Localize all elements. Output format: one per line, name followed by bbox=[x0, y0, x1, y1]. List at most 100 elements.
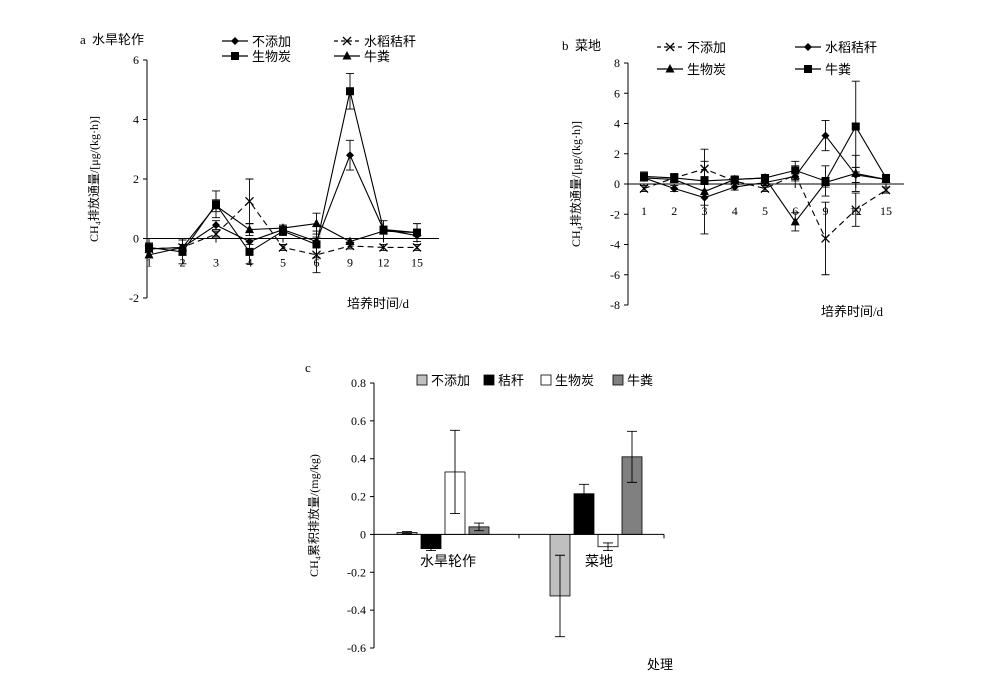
panel-a-x-tick-label: 1 bbox=[146, 256, 152, 270]
panel-a-legend-label-0: 不添加 bbox=[252, 34, 291, 49]
panel-c-y-tick-label: -0.6 bbox=[347, 641, 366, 655]
panel-b-y-tick-label: 6 bbox=[614, 86, 620, 100]
panel-a-x-tick-label: 9 bbox=[347, 256, 353, 270]
panel-b-y-tick-label: 2 bbox=[614, 147, 620, 161]
panel-b-data-point-3 bbox=[700, 176, 709, 185]
panel-a-x-tick-label: 5 bbox=[280, 256, 286, 270]
panel-a-data-point-1 bbox=[245, 196, 254, 206]
panel-a-data-point-1 bbox=[379, 242, 388, 252]
panel-b-y-tick-label: -4 bbox=[610, 238, 620, 252]
panel-a-title: 水旱轮作 bbox=[92, 32, 144, 47]
panel-a-legend-label-2: 生物炭 bbox=[252, 49, 291, 64]
panel-a-data-point-3 bbox=[178, 242, 187, 251]
panel-b-legend-marker-0 bbox=[665, 42, 675, 52]
panel-a-y-tick-label: 2 bbox=[133, 172, 139, 186]
panel-c-error-bar bbox=[426, 546, 436, 551]
panel-b-x-tick-label: 1 bbox=[641, 204, 647, 218]
panel-b-legend-marker-3 bbox=[804, 65, 812, 73]
panel-a-legend-marker-3 bbox=[342, 51, 352, 60]
panel-a-data-point-1 bbox=[211, 229, 221, 239]
panel-b-x-tick-label: 2 bbox=[671, 204, 677, 218]
panel-b-data-point-1 bbox=[821, 131, 830, 140]
panel-a-y-tick-label: 4 bbox=[133, 113, 139, 127]
panel-a-y-tick-label: -2 bbox=[129, 291, 139, 305]
panel-b-y-tick-label: -8 bbox=[610, 298, 620, 312]
panel-c-legend-label-1: 秸秆 bbox=[498, 373, 524, 388]
panel-b-title: 菜地 bbox=[575, 38, 601, 53]
panel-b-y-axis-title: CH₄排放通量/[μg/(kg·h)] bbox=[568, 121, 583, 247]
panel-a-x-axis-title: 培养时间/d bbox=[347, 296, 410, 311]
panel-b-legend-marker-1 bbox=[804, 43, 812, 51]
panel-b-y-tick-label: 8 bbox=[614, 56, 620, 70]
panel-a-data-point-2 bbox=[245, 247, 254, 256]
panel-a-data-point-3 bbox=[144, 249, 154, 259]
panel-c-y-tick-label: -0.4 bbox=[347, 603, 366, 617]
panel-a-data-point-2 bbox=[178, 247, 187, 256]
panel-a-x-tick-label: 12 bbox=[378, 256, 390, 270]
panel-b-y-tick-label: 0 bbox=[614, 177, 620, 191]
panel-b-legend-marker-2 bbox=[665, 64, 675, 73]
panel-a-legend-marker-1 bbox=[342, 36, 352, 46]
panel-c-category-label: 水旱轮作 bbox=[420, 554, 476, 570]
panel-a-data-point-3 bbox=[312, 218, 321, 228]
panel-b-x-tick-label: 15 bbox=[880, 204, 892, 218]
panel-c-legend-swatch-1 bbox=[483, 374, 495, 386]
panel-c-error-bar bbox=[450, 429, 460, 515]
panel-c-y-tick-label: 0 bbox=[360, 527, 366, 541]
panel-a-x-tick-label: 15 bbox=[411, 256, 423, 270]
panel-b-data-point-0 bbox=[851, 205, 861, 215]
panel-c-y-axis-title: CH₄累积排放量/(mg/kg) bbox=[306, 454, 321, 577]
panel-b-data-point-3 bbox=[761, 173, 769, 182]
panel-c-legend-label-3: 牛粪 bbox=[627, 373, 653, 388]
panel-b-data-point-0 bbox=[639, 184, 649, 193]
panel-b-data-point-3 bbox=[670, 173, 679, 182]
panel-a-data-point-1 bbox=[278, 242, 288, 252]
panel-c-y-tick-label: 0.6 bbox=[351, 414, 366, 428]
panel-b-series-line-0 bbox=[643, 168, 887, 240]
panel-b-y-tick-label: -6 bbox=[610, 268, 620, 282]
panel-c-error-bar bbox=[555, 554, 565, 638]
panel-b-label: b bbox=[562, 38, 569, 53]
panel-c-y-tick-label: -0.2 bbox=[347, 565, 366, 579]
panel-b-data-point-3 bbox=[730, 175, 739, 184]
panel-b-x-tick-label: 5 bbox=[762, 204, 768, 218]
panel-b-y-tick-label: -2 bbox=[610, 207, 620, 221]
panel-a-y-axis-title: CH₄排放通量/[μg/(kg·h)] bbox=[86, 116, 101, 242]
panel-b-data-point-1 bbox=[730, 183, 739, 192]
panel-a-data-point-0 bbox=[346, 151, 354, 160]
panel-c-y-tick-label: 0.2 bbox=[351, 490, 366, 504]
panel-c-error-bar bbox=[627, 430, 637, 483]
panel-a-y-tick-label: 0 bbox=[133, 232, 139, 246]
panel-c-error-bar bbox=[579, 483, 589, 504]
panel-b-data-point-3 bbox=[821, 176, 830, 185]
panel-a-data-point-3 bbox=[211, 200, 221, 210]
panel-c-category-label: 菜地 bbox=[585, 554, 613, 570]
panel-a-legend-label-3: 牛粪 bbox=[364, 49, 390, 64]
panel-b-data-point-3 bbox=[851, 122, 860, 131]
panel-b-x-tick-label: 6 bbox=[792, 204, 798, 218]
panel-c-y-tick-label: 0.8 bbox=[351, 376, 366, 390]
panel-c-label: c bbox=[305, 360, 311, 375]
panel-b-data-point-1 bbox=[670, 184, 679, 193]
panel-c-y-tick-label: 0.4 bbox=[351, 452, 366, 466]
panel-b-series-line-3 bbox=[643, 125, 887, 182]
panel-b-x-tick-label: 4 bbox=[732, 204, 738, 218]
panel-c-legend-swatch-0 bbox=[416, 374, 428, 386]
panel-c-legend-label-0: 不添加 bbox=[431, 373, 470, 388]
panel-b-legend-label-2: 生物炭 bbox=[687, 62, 726, 77]
panel-a-data-point-3 bbox=[345, 236, 355, 245]
panel-a-data-point-2 bbox=[312, 240, 321, 249]
panel-c-legend-swatch-2 bbox=[540, 374, 552, 386]
panel-b-data-point-2 bbox=[700, 186, 709, 196]
panel-a-legend-marker-0 bbox=[231, 37, 239, 45]
panel-a-data-point-3 bbox=[245, 224, 254, 234]
panel-c-x-axis-title: 处理 bbox=[647, 657, 673, 672]
panel-a-label: a bbox=[80, 32, 86, 47]
panel-b-data-point-2 bbox=[790, 216, 800, 226]
panel-c-error-bar bbox=[474, 522, 484, 532]
panel-b-data-point-3 bbox=[882, 173, 890, 182]
panel-c-legend-label-2: 生物炭 bbox=[555, 373, 594, 388]
